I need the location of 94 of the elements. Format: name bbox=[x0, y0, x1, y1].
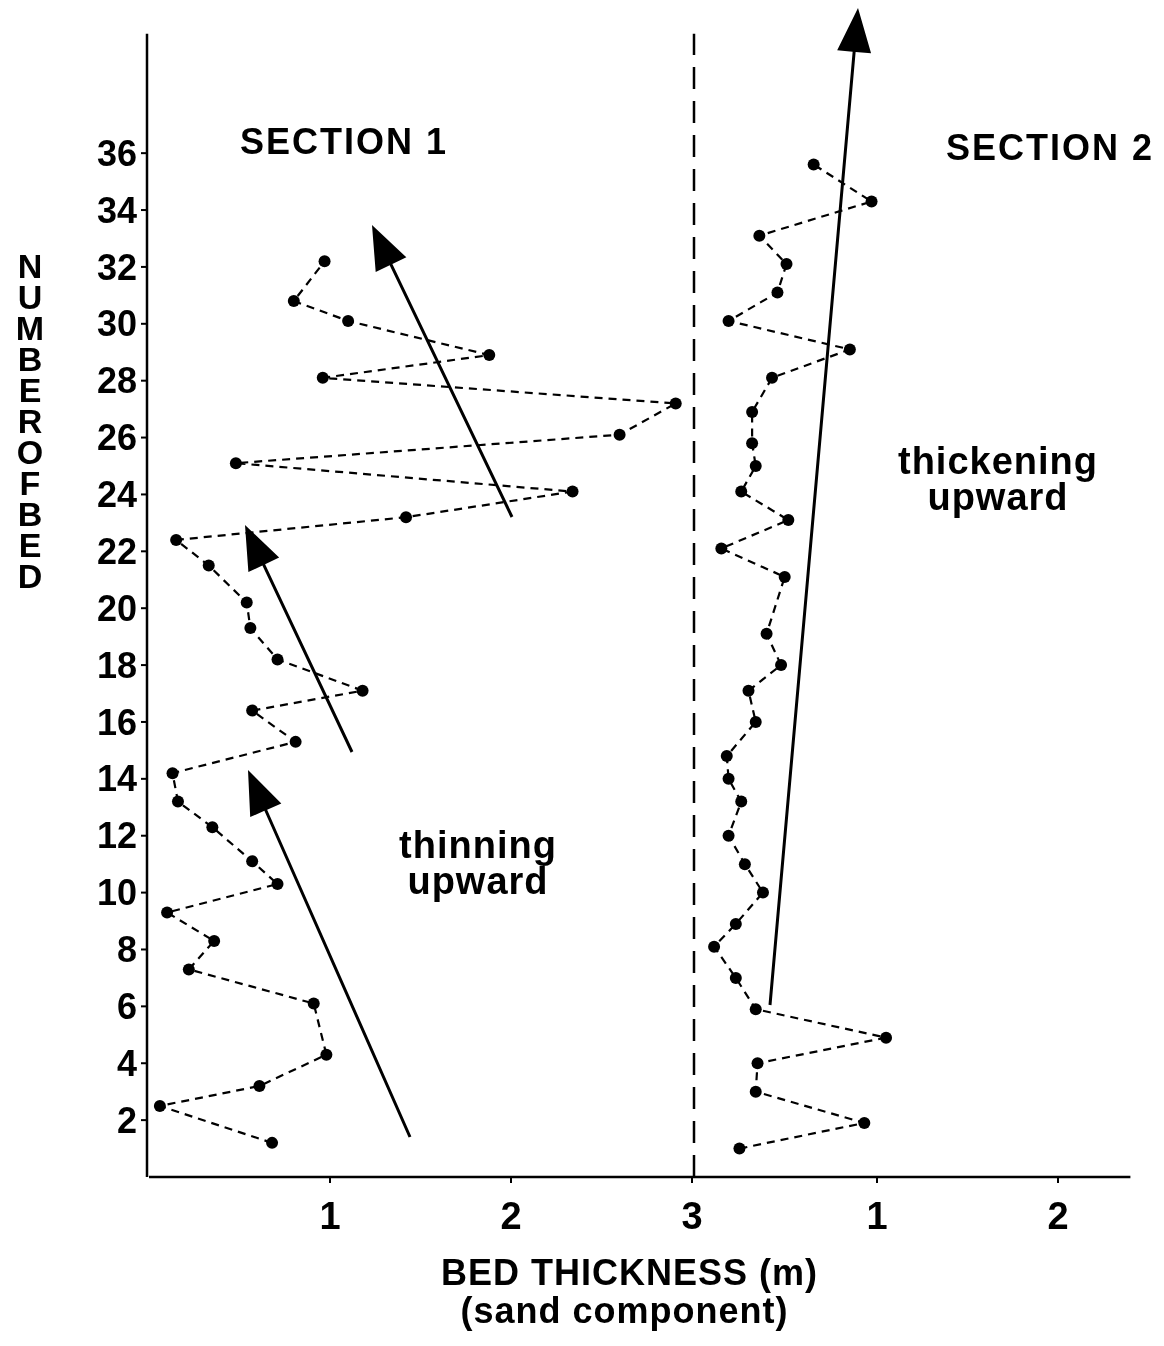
point bbox=[240, 596, 253, 609]
text: NUMBER OF BED bbox=[15, 247, 45, 595]
y-tick-label: 16 bbox=[96, 701, 137, 743]
point bbox=[771, 286, 784, 299]
point bbox=[320, 1048, 333, 1061]
x-axis-title: BED THICKNESS (m) (sand component) bbox=[440, 1252, 819, 1331]
point bbox=[153, 1099, 166, 1112]
point bbox=[746, 405, 759, 418]
y-tick-label: 18 bbox=[96, 644, 137, 686]
point bbox=[766, 371, 779, 384]
y-tick-label: 2 bbox=[116, 1099, 137, 1141]
point bbox=[843, 343, 856, 356]
point bbox=[289, 735, 302, 748]
point bbox=[865, 195, 878, 208]
text: SECTION 1 bbox=[240, 121, 449, 162]
point bbox=[720, 750, 733, 763]
point bbox=[749, 1085, 762, 1098]
point bbox=[753, 229, 766, 242]
point bbox=[782, 514, 795, 527]
y-tick-label: 30 bbox=[96, 303, 137, 345]
y-tick-label: 34 bbox=[96, 189, 137, 231]
point bbox=[729, 971, 742, 984]
y-tick-label: 4 bbox=[116, 1042, 137, 1084]
point bbox=[749, 715, 762, 728]
y-tick-label: 24 bbox=[96, 474, 137, 516]
point bbox=[778, 570, 791, 583]
point bbox=[171, 795, 184, 808]
point bbox=[483, 349, 496, 362]
point bbox=[182, 963, 195, 976]
point bbox=[669, 397, 682, 410]
y-tick-label: 26 bbox=[96, 417, 137, 459]
y-tick-label: 36 bbox=[96, 132, 137, 174]
point bbox=[271, 653, 284, 666]
point bbox=[746, 437, 759, 450]
y-tick-label: 22 bbox=[96, 530, 137, 572]
y-tick-label: 20 bbox=[96, 587, 137, 629]
y-tick-label: 10 bbox=[96, 872, 137, 914]
point bbox=[760, 627, 773, 640]
annotation: thickening upward bbox=[897, 440, 1099, 518]
point bbox=[166, 767, 179, 780]
point bbox=[206, 821, 219, 834]
text: SECTION 2 bbox=[945, 127, 1154, 168]
x-tick-label: 2 bbox=[500, 1195, 522, 1237]
point bbox=[722, 829, 735, 842]
point bbox=[733, 1142, 746, 1155]
point bbox=[756, 886, 769, 899]
point bbox=[858, 1116, 871, 1129]
point bbox=[400, 511, 413, 524]
point bbox=[266, 1136, 279, 1149]
point bbox=[253, 1079, 266, 1092]
point bbox=[729, 917, 742, 930]
point bbox=[807, 158, 820, 171]
point bbox=[318, 255, 331, 268]
y-tick-label: 14 bbox=[96, 758, 137, 800]
point bbox=[749, 1003, 762, 1016]
point bbox=[775, 659, 788, 672]
x-tick-label: 1 bbox=[866, 1195, 888, 1237]
point bbox=[208, 934, 221, 947]
annotation: thinning upward bbox=[399, 824, 557, 902]
x-tick-label: 2 bbox=[1047, 1195, 1069, 1237]
y-tick-label: 28 bbox=[96, 360, 137, 402]
point bbox=[287, 295, 300, 308]
point bbox=[246, 704, 259, 717]
point bbox=[738, 858, 751, 871]
point bbox=[880, 1031, 893, 1044]
point bbox=[708, 940, 721, 953]
point bbox=[751, 1057, 764, 1070]
point bbox=[271, 878, 284, 891]
point bbox=[229, 457, 242, 470]
y-tick-label: 12 bbox=[96, 815, 137, 857]
point bbox=[202, 559, 215, 572]
point bbox=[715, 542, 728, 555]
point bbox=[342, 314, 355, 327]
point bbox=[244, 622, 257, 635]
x-tick-label: 1 bbox=[319, 1195, 341, 1237]
point bbox=[722, 314, 735, 327]
point bbox=[566, 485, 579, 498]
y-tick-label: 6 bbox=[116, 985, 137, 1027]
point bbox=[307, 997, 320, 1010]
point bbox=[170, 533, 183, 546]
x-tick-label: 3 bbox=[681, 1195, 703, 1237]
point bbox=[735, 795, 748, 808]
point bbox=[316, 371, 329, 384]
point bbox=[161, 906, 174, 919]
point bbox=[722, 772, 735, 785]
point bbox=[613, 428, 626, 441]
point bbox=[780, 258, 793, 271]
point bbox=[356, 684, 369, 697]
point bbox=[246, 855, 259, 868]
y-tick-label: 32 bbox=[96, 246, 137, 288]
point bbox=[735, 485, 748, 498]
point bbox=[749, 460, 762, 472]
point bbox=[742, 684, 755, 697]
y-tick-label: 8 bbox=[116, 929, 137, 971]
